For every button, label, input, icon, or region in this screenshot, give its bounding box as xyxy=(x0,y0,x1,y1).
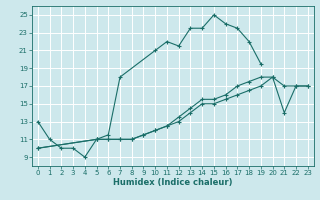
X-axis label: Humidex (Indice chaleur): Humidex (Indice chaleur) xyxy=(113,178,233,187)
